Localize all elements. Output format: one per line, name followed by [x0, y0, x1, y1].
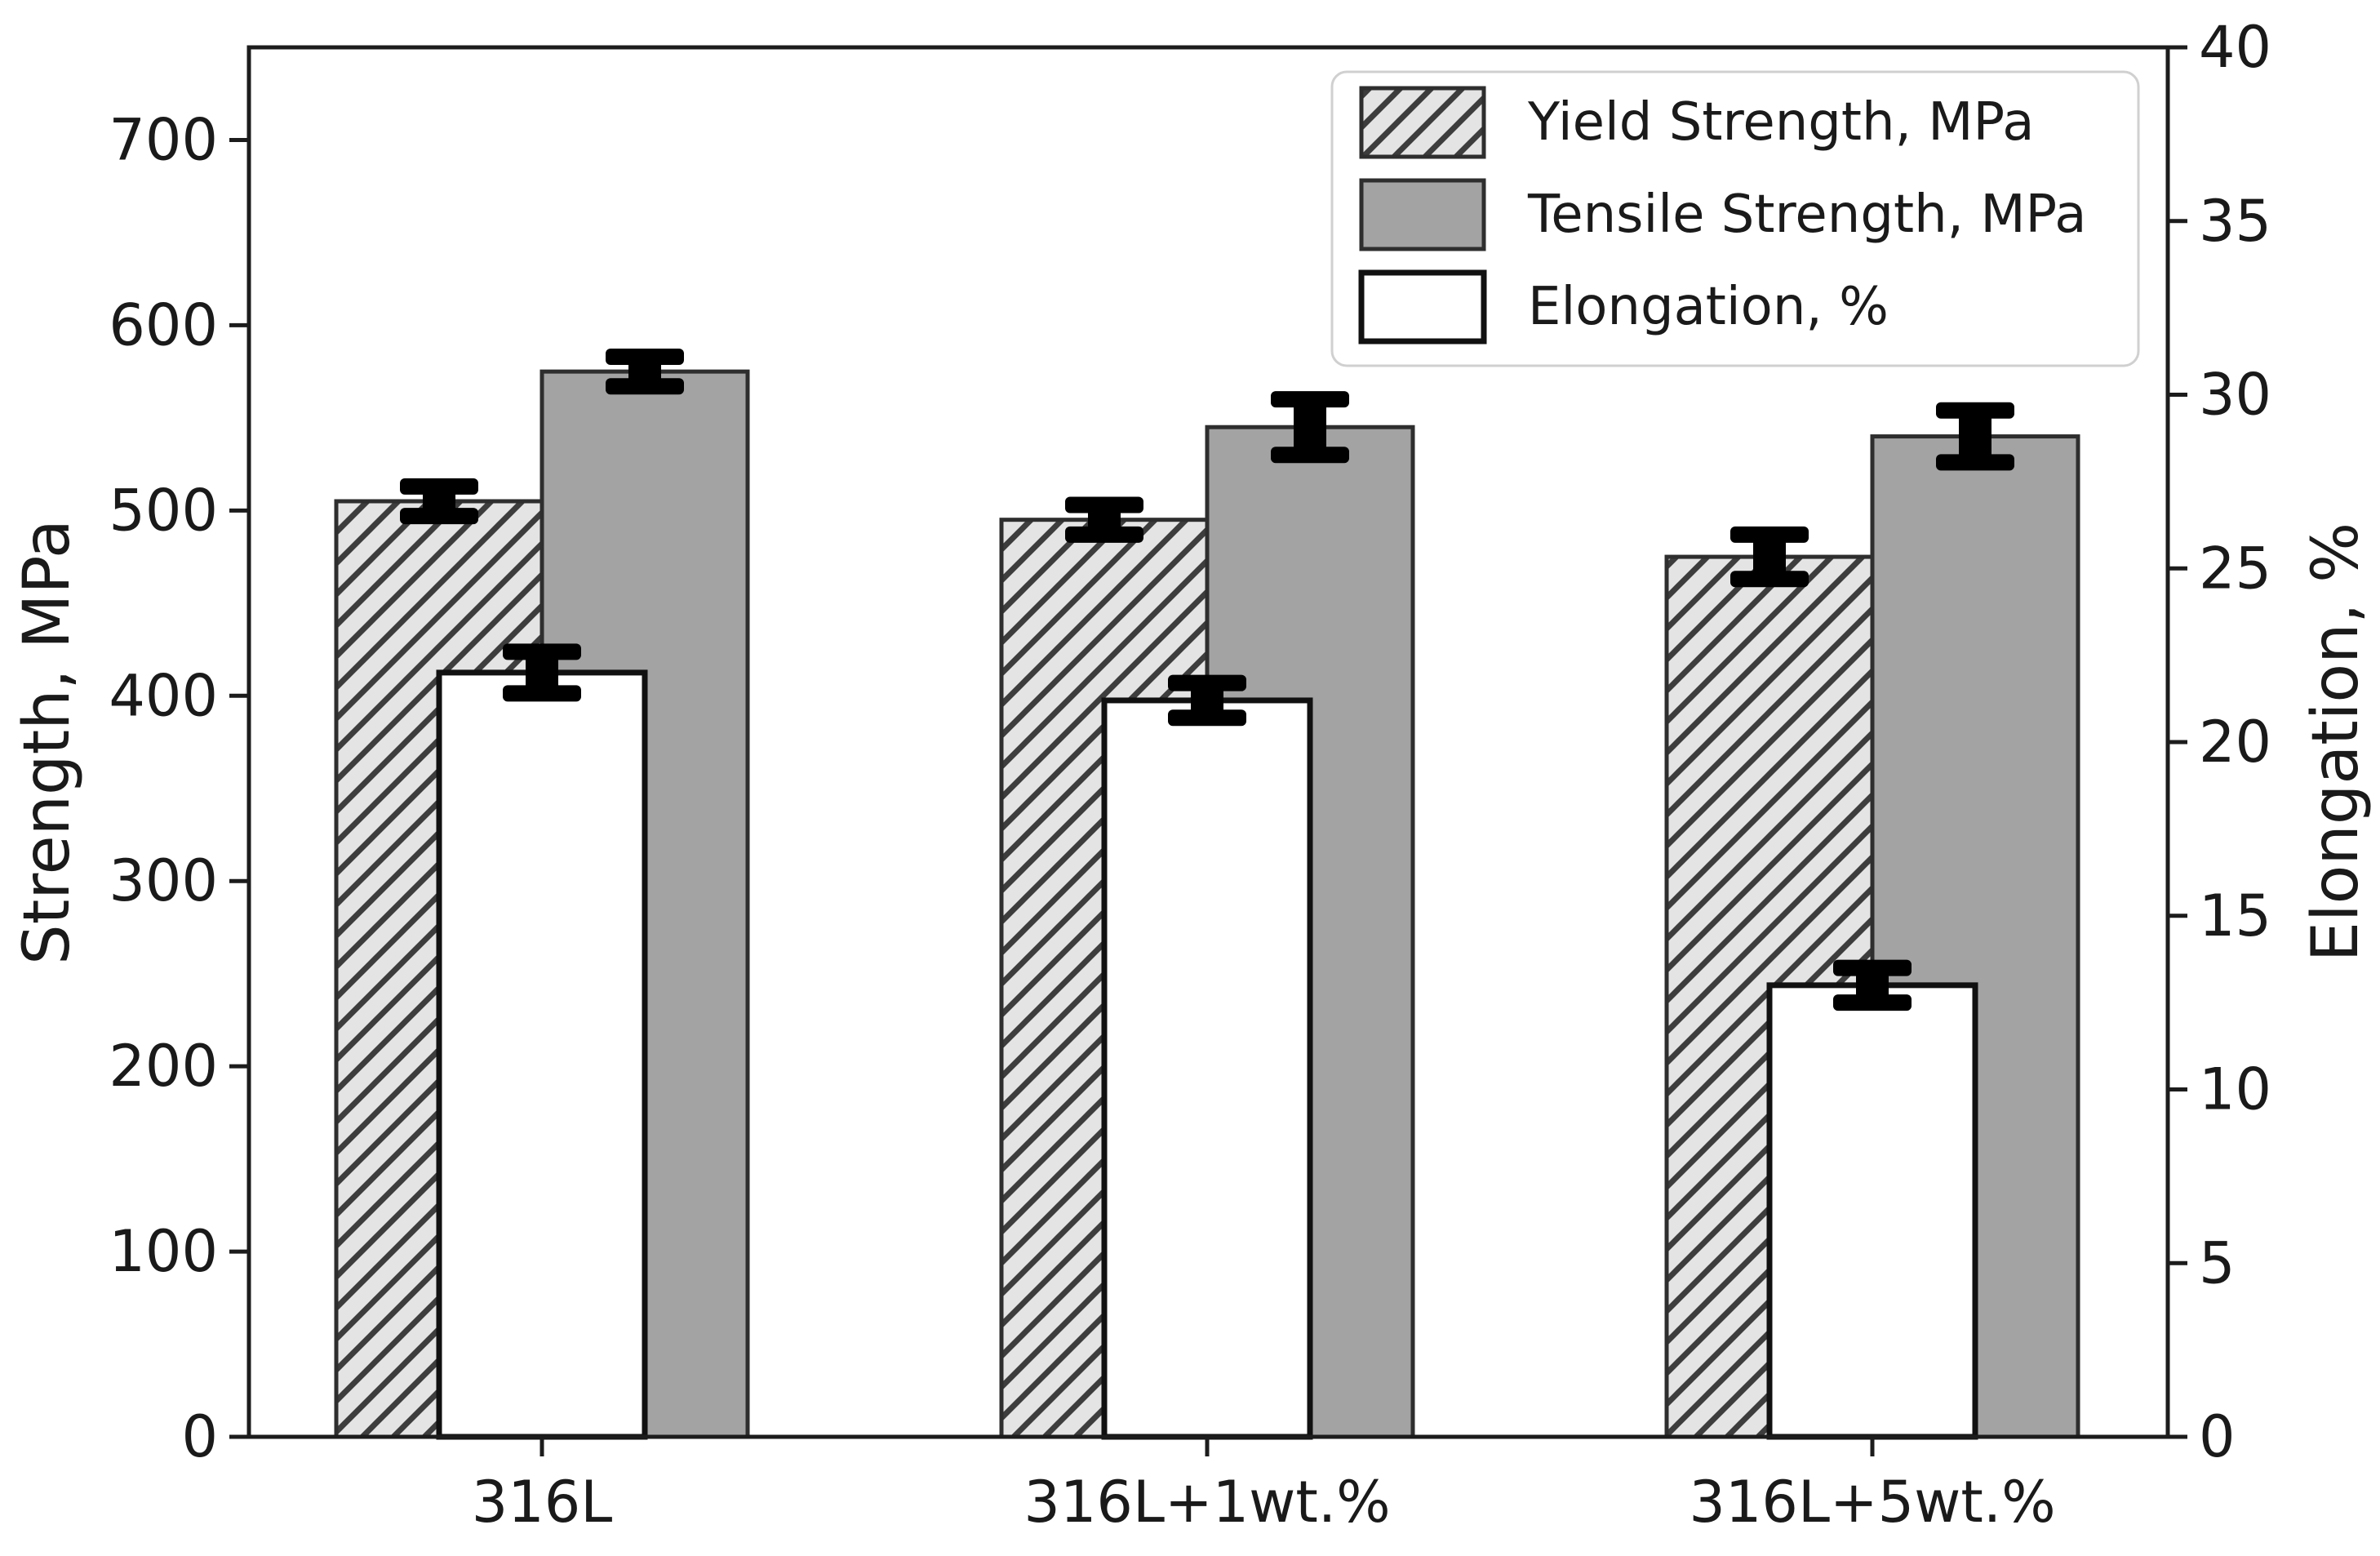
x-axis-tick-label: 316L [472, 1469, 613, 1536]
legend-box [1330, 70, 2140, 367]
right-axis-tick-label: 0 [2199, 1403, 2236, 1470]
legend-label: Yield Strength, MPa [1527, 92, 2034, 153]
error-bar-cap-top [1833, 959, 1912, 976]
legend-label: Tensile Strength, MPa [1527, 184, 2086, 245]
y-axis-title: Strength, MPa [11, 519, 84, 965]
error-bar-cap-top [1065, 496, 1143, 513]
y-axis-tick-label: 0 [181, 1403, 218, 1470]
y-axis-tick-label: 300 [109, 847, 218, 914]
error-bar-cap-top [1936, 402, 2014, 419]
x-axis: 316L 316L+1wt.% 316L+5wt.% [472, 1437, 2056, 1536]
error-bar-cap-bottom [1065, 526, 1143, 543]
right-axis-tick-label: 20 [2199, 709, 2271, 776]
legend-swatch-white [1358, 269, 1487, 345]
error-bar-cap-bottom [400, 508, 478, 525]
error-bar-cap-top [606, 348, 684, 365]
right-axis-tick-label: 25 [2199, 535, 2271, 602]
legend-label: Elongation, % [1528, 277, 1889, 337]
error-bar-cap-top [1271, 391, 1349, 408]
error-bar-line [1294, 399, 1326, 456]
error-bars-layer [400, 348, 2014, 1011]
error-bar-cap-bottom [606, 378, 684, 395]
right-axis-tick-label: 5 [2199, 1229, 2236, 1296]
x-axis-tick-label: 316L+1wt.% [1023, 1469, 1390, 1536]
y-axis-tick-label: 100 [109, 1218, 218, 1285]
y-axis-tick-label: 700 [109, 106, 218, 173]
error-bar-cap-bottom [1833, 994, 1912, 1011]
bar-white-316L [436, 669, 648, 1440]
y-axis-tick-label: 400 [109, 662, 218, 729]
error-bar-cap-bottom [1730, 571, 1809, 588]
right-axis-title: Elongation, % [2299, 522, 2373, 962]
error-bar-cap-top [503, 643, 581, 660]
y-axis-tick-label: 200 [109, 1033, 218, 1100]
x-axis-tick-label: 316L+5wt.% [1689, 1469, 2055, 1536]
y-axis-tick-label: 500 [109, 477, 218, 544]
legend-swatch-hatched [1359, 86, 1486, 159]
legend-swatch-solid-gray [1359, 178, 1486, 251]
error-bar-cap-top [1730, 526, 1809, 543]
left-axis: 0 100 200 300 400 500 600 700 [109, 106, 249, 1470]
right-axis-tick-label: 40 [2199, 14, 2271, 81]
error-bar-cap-top [1168, 674, 1246, 691]
right-axis-tick-label: 15 [2199, 882, 2271, 949]
error-bar-cap-bottom [1271, 447, 1349, 464]
y-axis-tick-label: 600 [109, 291, 218, 358]
error-bar-cap-bottom [503, 685, 581, 702]
right-axis-tick-label: 10 [2199, 1056, 2271, 1123]
error-bar-cap-bottom [1936, 454, 2014, 471]
right-axis-tick-label: 35 [2199, 188, 2271, 255]
error-bar-cap-top [400, 478, 478, 495]
error-bar-line [1959, 410, 1991, 463]
right-axis: 0 5 10 15 20 25 30 35 40 [2168, 14, 2271, 1470]
right-axis-tick-label: 30 [2199, 362, 2271, 429]
legend: Yield Strength, MPa Tensile Strength, MPa… [1330, 70, 2140, 367]
bar-white-316L+1wt.% [1101, 697, 1313, 1440]
error-bar-cap-bottom [1168, 709, 1246, 727]
bar-white-316L+5wt.% [1766, 982, 1978, 1440]
